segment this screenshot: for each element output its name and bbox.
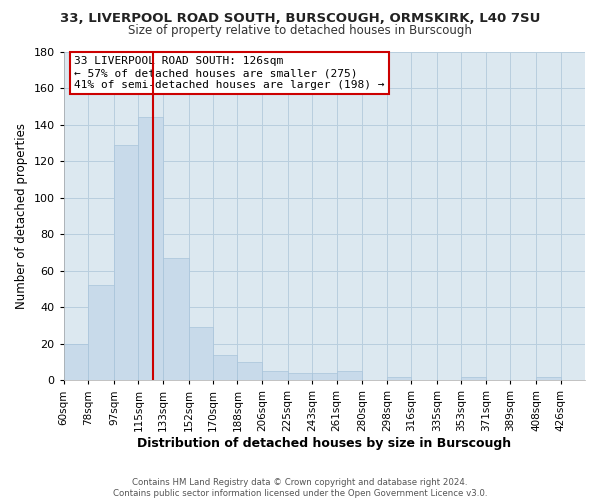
Bar bbox=[188, 328, 213, 380]
Text: Size of property relative to detached houses in Burscough: Size of property relative to detached ho… bbox=[128, 24, 472, 37]
Bar bbox=[88, 286, 114, 380]
Bar bbox=[312, 373, 337, 380]
Bar bbox=[238, 362, 262, 380]
Text: 33 LIVERPOOL ROAD SOUTH: 126sqm
← 57% of detached houses are smaller (275)
41% o: 33 LIVERPOOL ROAD SOUTH: 126sqm ← 57% of… bbox=[74, 56, 385, 90]
X-axis label: Distribution of detached houses by size in Burscough: Distribution of detached houses by size … bbox=[137, 437, 511, 450]
Bar bbox=[213, 354, 238, 380]
Text: Contains HM Land Registry data © Crown copyright and database right 2024.
Contai: Contains HM Land Registry data © Crown c… bbox=[113, 478, 487, 498]
Bar bbox=[64, 344, 88, 381]
Bar bbox=[337, 371, 362, 380]
Bar bbox=[461, 376, 486, 380]
Bar bbox=[288, 373, 312, 380]
Bar bbox=[139, 118, 163, 380]
Text: 33, LIVERPOOL ROAD SOUTH, BURSCOUGH, ORMSKIRK, L40 7SU: 33, LIVERPOOL ROAD SOUTH, BURSCOUGH, ORM… bbox=[60, 12, 540, 26]
Y-axis label: Number of detached properties: Number of detached properties bbox=[15, 123, 28, 309]
Bar bbox=[262, 371, 288, 380]
Bar bbox=[114, 144, 139, 380]
Bar bbox=[536, 376, 560, 380]
Bar bbox=[163, 258, 188, 380]
Bar bbox=[387, 376, 411, 380]
